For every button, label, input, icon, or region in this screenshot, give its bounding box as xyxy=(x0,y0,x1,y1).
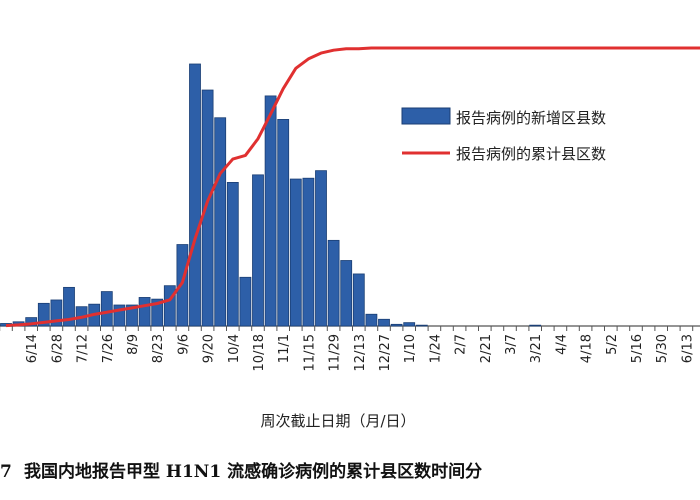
x-tick-label-9-6: 9/6 xyxy=(176,334,191,355)
x-tick-label-6-14: 6/14 xyxy=(25,334,40,363)
bar-7-26 xyxy=(100,291,113,327)
x-ticks-group: 6/14 6/28 7/12 7/26 8/9 8/23 9/6 9/20 10/4 10/18 1… xyxy=(0,326,695,371)
x-axis-label: 周次截止日期（月/日） xyxy=(260,412,415,430)
x-tick-label-5-2: 5/2 xyxy=(605,334,620,355)
x-tick-label-7-26: 7/26 xyxy=(101,334,116,363)
bar-6-28 xyxy=(50,299,63,327)
x-tick-label-10-4: 10/4 xyxy=(227,334,242,363)
x-tick-label-6-28: 6/28 xyxy=(50,334,65,363)
x-tick-label-7-12: 7/12 xyxy=(76,334,91,363)
legend-line-label: 报告病例的累计县区数 xyxy=(456,145,606,163)
bar-9-27 xyxy=(214,117,227,327)
x-tick-label-6-13: 6/13 xyxy=(680,334,695,363)
x-tick-label-1-24: 1/24 xyxy=(428,334,443,363)
bar-10-4 xyxy=(226,181,239,327)
bar-7-5 xyxy=(63,286,75,327)
bars-group xyxy=(0,63,542,327)
bar-11-15 xyxy=(302,177,315,327)
chart: 6/14 6/28 7/12 7/26 8/9 8/23 9/6 9/20 10/4 10/18 1… xyxy=(0,46,700,430)
cumulative-line xyxy=(5,46,700,328)
bar-11-1 xyxy=(277,119,290,327)
x-tick-label-11-29: 11/29 xyxy=(328,334,343,371)
bar-10-18 xyxy=(252,174,264,327)
legend-bar-swatch xyxy=(401,107,451,125)
bar-1-17 xyxy=(415,324,428,327)
bar-12-27 xyxy=(378,318,390,327)
x-tick-label-5-30: 5/30 xyxy=(655,334,670,363)
bar-11-29 xyxy=(327,239,340,327)
figure-number: 7 xyxy=(0,462,12,482)
x-tick-label-9-20: 9/20 xyxy=(202,334,217,363)
x-tick-label-1-10: 1/10 xyxy=(403,334,418,363)
legend: 报告病例的新增区县数 报告病例的累计县区数 xyxy=(401,107,606,163)
figure-caption-text: 我国内地报告甲型 H1N1 流感确诊病例的累计县区数时间分 xyxy=(24,462,483,482)
bar-10-11 xyxy=(239,276,252,327)
bar-1-10 xyxy=(403,322,416,327)
bar-12-13 xyxy=(352,273,365,327)
bar-12-20 xyxy=(365,313,378,327)
x-tick-label-12-13: 12/13 xyxy=(353,334,368,371)
bar-8-2 xyxy=(113,304,126,327)
bar-8-16 xyxy=(138,297,151,327)
x-tick-label-2-21: 2/21 xyxy=(479,334,494,363)
bar-8-9 xyxy=(126,304,138,327)
x-tick-label-4-4: 4/4 xyxy=(554,334,569,355)
bar-9-6 xyxy=(176,244,189,327)
x-tick-label-8-9: 8/9 xyxy=(126,334,141,355)
x-tick-label-11-15: 11/15 xyxy=(302,334,317,371)
x-tick-label-5-16: 5/16 xyxy=(630,334,645,363)
bar-11-22 xyxy=(315,170,327,327)
bar-1-3 xyxy=(390,323,403,327)
legend-bar-label: 报告病例的新增区县数 xyxy=(456,109,606,127)
bar-3-21 xyxy=(529,324,542,327)
bar-12-6 xyxy=(340,260,353,327)
x-tick-label-3-21: 3/21 xyxy=(529,334,544,363)
bar-8-30 xyxy=(163,285,176,327)
bar-11-8 xyxy=(289,178,302,327)
bar-10-25 xyxy=(264,95,277,327)
bar-8-23 xyxy=(151,298,164,327)
x-tick-label-10-18: 10/18 xyxy=(252,334,267,371)
line-group xyxy=(5,46,700,328)
bar-9-13 xyxy=(189,63,201,327)
bar-9-20 xyxy=(201,89,214,327)
x-tick-label-2-7: 2/7 xyxy=(454,334,469,355)
x-tick-label-4-18: 4/18 xyxy=(580,334,595,363)
x-tick-label-11-1: 11/1 xyxy=(277,334,292,363)
x-tick-label-3-7: 3/7 xyxy=(504,334,519,355)
bar-6-21 xyxy=(37,302,50,327)
x-tick-label-12-27: 12/27 xyxy=(378,334,393,371)
figure-caption: 7 我国内地报告甲型 H1N1 流感确诊病例的累计县区数时间分 xyxy=(0,452,700,492)
x-tick-label-8-23: 8/23 xyxy=(151,334,166,363)
